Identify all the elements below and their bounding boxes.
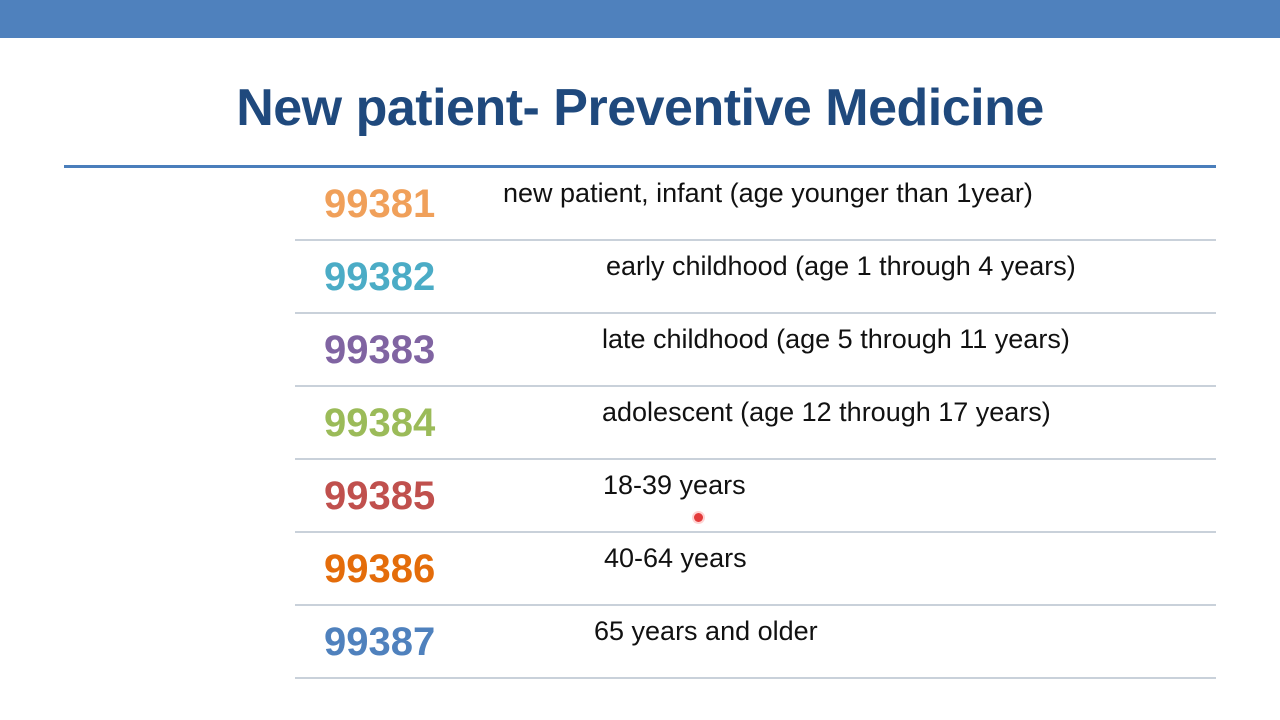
cpt-code: 99386 (324, 547, 436, 591)
code-description: 18-39 years (603, 470, 746, 500)
cpt-code: 99387 (324, 620, 436, 664)
table-row: 99384 adolescent (age 12 through 17 year… (295, 387, 1216, 460)
code-description: new patient, infant (age younger than 1y… (503, 178, 1033, 208)
laser-pointer-icon (694, 513, 703, 522)
title-divider (64, 165, 1216, 168)
code-description: 65 years and older (594, 616, 818, 646)
cpt-code: 99383 (324, 328, 436, 372)
code-description: 40-64 years (604, 543, 747, 573)
code-description: early childhood (age 1 through 4 years) (606, 251, 1076, 281)
code-table: 99381 new patient, infant (age younger t… (295, 168, 1216, 679)
table-row: 99382 early childhood (age 1 through 4 y… (295, 241, 1216, 314)
cpt-code: 99385 (324, 474, 436, 518)
code-description: late childhood (age 5 through 11 years) (602, 324, 1070, 354)
table-row: 99385 18-39 years (295, 460, 1216, 533)
code-description: adolescent (age 12 through 17 years) (602, 397, 1051, 427)
table-row: 99381 new patient, infant (age younger t… (295, 168, 1216, 241)
cpt-code: 99382 (324, 255, 436, 299)
cpt-code: 99384 (324, 401, 436, 445)
slide-title: New patient- Preventive Medicine (236, 79, 1044, 137)
table-row: 99387 65 years and older (295, 606, 1216, 679)
top-accent-bar (0, 0, 1280, 38)
table-row: 99383 late childhood (age 5 through 11 y… (295, 314, 1216, 387)
table-row: 99386 40-64 years (295, 533, 1216, 606)
cpt-code: 99381 (324, 182, 436, 226)
